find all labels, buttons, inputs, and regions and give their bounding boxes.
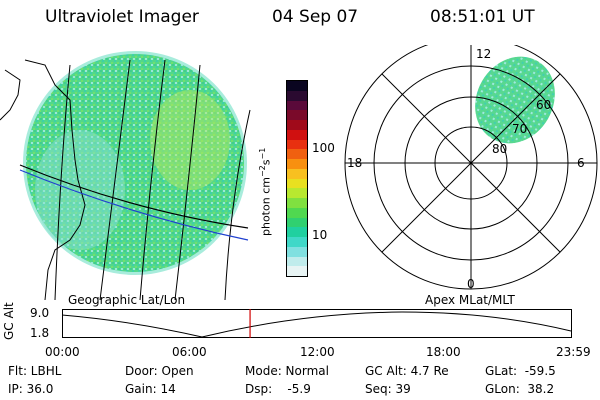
- info-glon: GLon: 38.2: [485, 382, 555, 396]
- timeline-xtick-1200: 12:00: [300, 345, 335, 359]
- mlt-label-12: 12: [476, 47, 491, 61]
- colorbar-segment: [287, 217, 307, 228]
- timeline-ytick-bottom: 1.8: [30, 326, 50, 340]
- colorbar-segment: [287, 178, 307, 189]
- mlt-label-0: 0: [467, 277, 475, 290]
- info-flt: Flt: LBHL: [8, 364, 62, 378]
- colorbar-segment: [287, 207, 307, 218]
- colorbar-segment: [287, 266, 307, 276]
- colorbar-segment: [287, 256, 307, 267]
- colorbar-segment: [287, 168, 307, 179]
- timeline-ytick-top: 9.0: [30, 306, 50, 320]
- colorbar-segment: [287, 81, 307, 91]
- info-gc-alt: GC Alt: 4.7 Re: [365, 364, 449, 378]
- info-dsp: Dsp: -5.9: [245, 382, 311, 396]
- colorbar-segment: [287, 159, 307, 169]
- time-label: 08:51:01 UT: [430, 7, 535, 27]
- timeline-plot: [62, 309, 572, 338]
- colorbar: [286, 80, 308, 277]
- mlt-label-18: 18: [347, 156, 362, 170]
- terminator-line: [19, 169, 249, 241]
- timeline-xtick-0000: 00:00: [45, 345, 80, 359]
- colorbar-segment: [287, 120, 307, 130]
- colorbar-segment: [287, 139, 307, 150]
- colorbar-segment: [287, 110, 307, 120]
- info-seq: Seq: 39: [365, 382, 411, 396]
- app-title: Ultraviolet Imager: [45, 7, 199, 27]
- lat-label-80: 80: [492, 142, 507, 156]
- colorbar-segment: [287, 246, 307, 257]
- colorbar-segment: [287, 100, 307, 111]
- latitude-line: [19, 164, 249, 229]
- colorbar-segment: [287, 188, 307, 198]
- orbit-altitude-curve: [62, 311, 572, 338]
- timeline-xtick-2359: 23:59: [556, 345, 591, 359]
- coastline-west: [0, 69, 21, 121]
- colorbar-segment: [287, 129, 307, 140]
- lat-label-70: 70: [512, 122, 527, 136]
- info-glat: GLat: -59.5: [485, 364, 556, 378]
- timeline-xtick-1800: 18:00: [426, 345, 461, 359]
- geographic-image-panel: [0, 51, 251, 300]
- colorbar-segment: [287, 237, 307, 247]
- timeline-axis-label: GC Alt: [2, 302, 16, 340]
- colorbar-segment: [287, 149, 307, 159]
- info-gain: Gain: 14: [125, 382, 176, 396]
- colorbar-segment: [287, 227, 307, 237]
- longitude-grid: [54, 59, 251, 300]
- coastline: [24, 59, 86, 300]
- colorbar-segment: [287, 90, 307, 101]
- colorbar-unit-label: photon cm−2s−1: [258, 147, 273, 236]
- polar-grid: [344, 45, 598, 290]
- info-mode: Mode: Normal: [245, 364, 329, 378]
- date-label: 04 Sep 07: [272, 7, 359, 27]
- info-ip: IP: 36.0: [8, 382, 54, 396]
- geographic-label: Geographic Lat/Lon: [68, 293, 186, 307]
- apex-label: Apex MLat/MLT: [425, 293, 515, 307]
- colorbar-tick-100: 100: [312, 141, 335, 155]
- timeline-frame: [62, 309, 572, 338]
- mlt-label-6: 6: [577, 156, 585, 170]
- info-door: Door: Open: [125, 364, 194, 378]
- colorbar-tick-10: 10: [312, 228, 328, 242]
- polar-plot: 12 18 6 0 60 70 80: [344, 45, 598, 290]
- lat-label-60: 60: [536, 98, 551, 112]
- polar-auroral-patch: [475, 56, 555, 144]
- colorbar-segment: [287, 198, 307, 208]
- timeline-xtick-0600: 06:00: [172, 345, 207, 359]
